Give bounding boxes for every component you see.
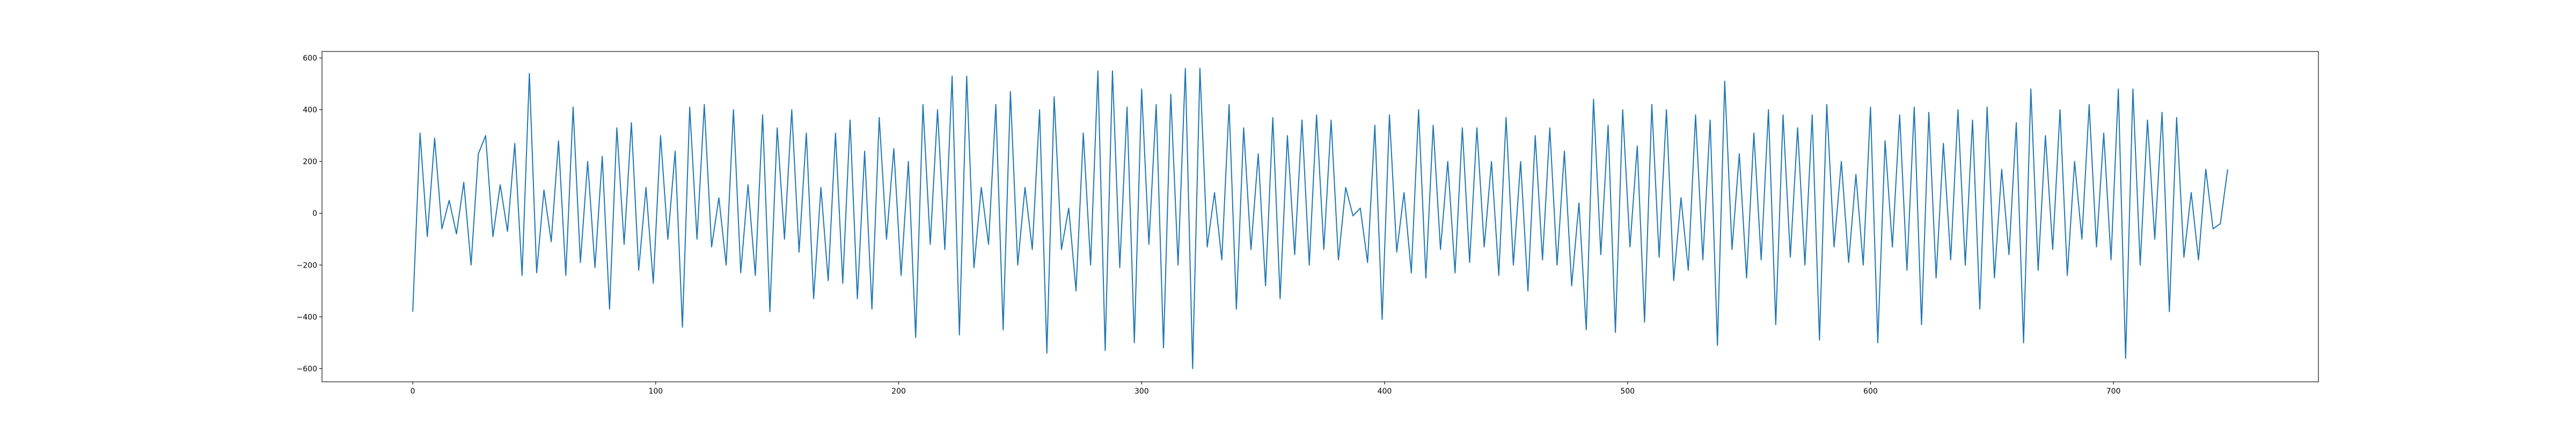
x-tick-label: 100 <box>648 387 663 396</box>
y-tick-label: −200 <box>297 261 317 270</box>
y-tick-label: −400 <box>297 313 317 322</box>
y-tick-label: −600 <box>297 365 317 373</box>
plot-frame <box>321 51 2319 382</box>
x-tick-label: 200 <box>891 387 906 396</box>
y-tick-label: 200 <box>303 158 317 166</box>
y-tick-label: 600 <box>303 54 317 63</box>
x-tick-label: 300 <box>1135 387 1149 396</box>
x-tick-label: 400 <box>1378 387 1392 396</box>
x-tick-label: 0 <box>411 387 415 396</box>
data-line <box>412 68 2228 369</box>
x-tick-label: 500 <box>1620 387 1635 396</box>
x-tick-label: 700 <box>2106 387 2121 396</box>
y-tick-label: 0 <box>312 210 317 218</box>
y-tick-label: 400 <box>303 106 317 115</box>
x-tick-label: 600 <box>1863 387 1878 396</box>
